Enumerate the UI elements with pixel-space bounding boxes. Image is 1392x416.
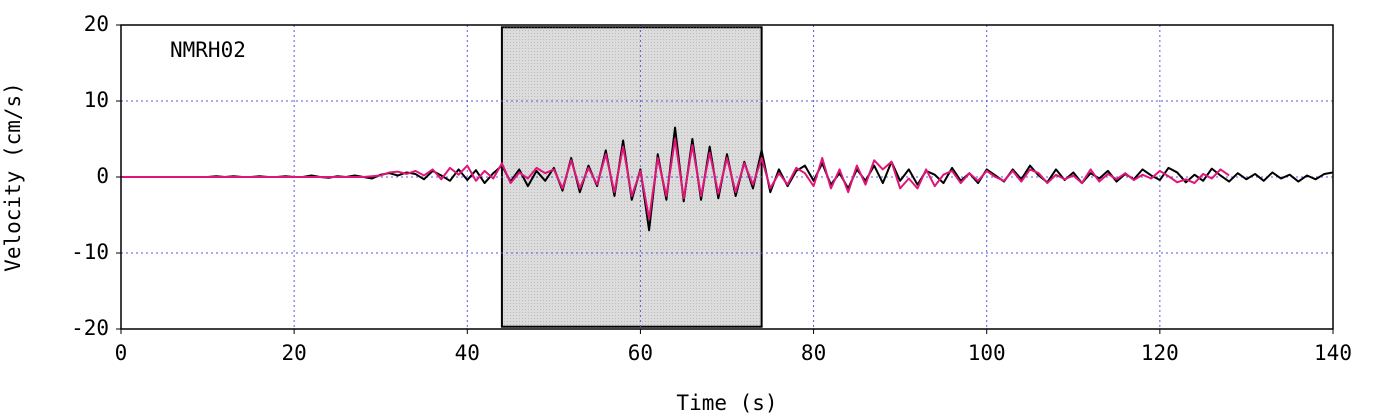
y-axis-label: Velocity (cm/s) [1,82,25,272]
x-tick-label: 80 [801,341,826,365]
x-tick-label: 140 [1314,341,1352,365]
x-tick-label: 20 [281,341,306,365]
annotation: NMRH02 [170,38,246,62]
y-tick-label: 20 [84,12,109,36]
y-tick-label: 10 [84,88,109,112]
x-tick-label: 40 [455,341,480,365]
x-axis-label: Time (s) [676,391,777,415]
x-tick-label: 60 [628,341,653,365]
y-tick-label: -10 [71,240,109,264]
y-tick-label: 0 [96,164,109,188]
x-tick-label: 100 [968,341,1006,365]
plot-border [120,24,1334,330]
series-line [121,138,1230,220]
x-tick-label: 0 [115,341,128,365]
x-tick-label: 120 [1141,341,1179,365]
y-tick-label: -20 [71,316,109,340]
